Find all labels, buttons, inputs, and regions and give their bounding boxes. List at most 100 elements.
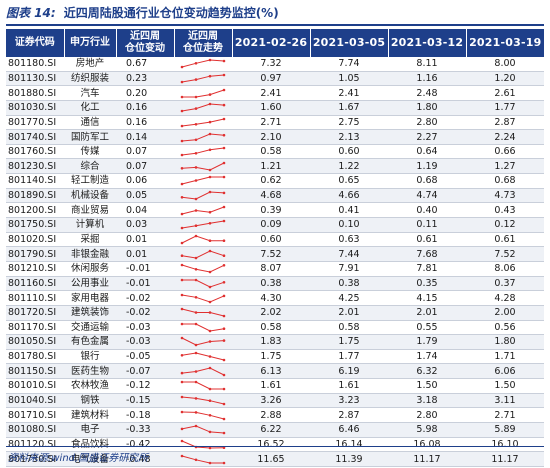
cell-trend: [174, 276, 232, 292]
cell-value-3: 2.80: [388, 407, 466, 424]
table-row: 801770.SI 通信 0.16 2.71 2.75 2.80 2.87: [6, 115, 544, 131]
cell-code: 801770.SI: [6, 115, 64, 131]
cell-value-1: 2.10: [232, 129, 310, 145]
cell-change: 0.16: [116, 115, 174, 131]
cell-value-2: 11.39: [310, 451, 388, 467]
sparkline-point: [180, 454, 184, 457]
cell-value-4: 2.61: [466, 85, 544, 101]
sparkline-point: [180, 241, 184, 245]
cell-value-3: 2.01: [388, 305, 466, 321]
sparkline-path: [181, 264, 225, 273]
cell-trend: [174, 71, 232, 87]
figure-title-text: 近四周陆股通行业仓位变动趋势监控(%): [63, 6, 279, 20]
cell-code: 801210.SI: [6, 261, 64, 277]
sparkline-path: [181, 118, 225, 127]
cell-code: 801010.SI: [6, 378, 64, 394]
sparkline-point: [208, 413, 212, 417]
sparkline-point: [208, 148, 212, 152]
cell-trend: [174, 451, 232, 467]
cell-value-1: 1.61: [232, 378, 310, 394]
sparkline-point: [222, 73, 226, 77]
cell-change: -0.02: [116, 290, 174, 306]
cell-code: 801170.SI: [6, 320, 64, 336]
sparkline-point: [194, 397, 198, 400]
cell-value-1: 8.07: [232, 261, 310, 277]
cell-value-3: 0.61: [388, 232, 466, 248]
sparkline-point: [180, 395, 184, 399]
trend-sparkline: [180, 366, 226, 377]
cell-value-3: 1.16: [388, 71, 466, 87]
sparkline-point: [180, 66, 184, 69]
sparkline-path: [182, 89, 225, 98]
table-row: 801760.SI 传媒 0.07 0.58 0.60 0.64 0.66: [6, 144, 544, 160]
sparkline-point: [180, 371, 184, 375]
cell-value-4: 0.66: [466, 144, 544, 160]
cell-value-2: 2.41: [310, 85, 388, 101]
cell-code: 801160.SI: [6, 276, 64, 292]
sparkline-point: [194, 295, 198, 299]
cell-value-1: 7.32: [232, 57, 310, 72]
header-code: 证券代码: [6, 29, 65, 57]
cell-trend: [174, 144, 232, 160]
cell-code: 801890.SI: [6, 188, 64, 204]
cell-trend: [174, 57, 232, 72]
cell-industry: 钢铁: [64, 393, 116, 409]
sparkline-path: [181, 308, 225, 317]
cell-value-3: 5.98: [388, 422, 466, 438]
sparkline-point: [194, 62, 198, 65]
table-row: 801180.SI 房地产 0.67 7.32 7.74 8.11 8.00: [6, 57, 544, 72]
cell-value-1: 0.39: [232, 202, 310, 219]
cell-industry: 纺织服装: [64, 71, 116, 87]
sparkline-point: [208, 399, 212, 403]
sparkline-point: [222, 446, 226, 449]
sparkline-point: [208, 461, 212, 464]
cell-industry: 化工: [64, 100, 116, 116]
trend-sparkline: [180, 337, 226, 347]
sparkline-point: [180, 410, 184, 413]
cell-code: 801110.SI: [6, 290, 64, 306]
cell-value-4: 2.24: [466, 129, 544, 145]
sparkline-point: [194, 152, 198, 155]
cell-change: 0.01: [116, 232, 174, 248]
cell-trend: [174, 115, 232, 131]
sparkline-point: [208, 120, 212, 124]
cell-value-1: 0.60: [232, 232, 310, 248]
sparkline-point: [194, 165, 198, 169]
sparkline-point: [194, 322, 198, 326]
sparkline-path: [181, 191, 225, 200]
sparkline-path: [181, 250, 225, 259]
sparkline-path: [181, 59, 225, 68]
sparkline-point: [208, 59, 212, 62]
trend-sparkline: [180, 293, 226, 303]
trend-sparkline: [180, 190, 226, 201]
sparkline-path: [181, 294, 225, 303]
cell-code: 801140.SI: [6, 173, 64, 189]
sparkline-path: [181, 162, 225, 171]
sparkline-point: [222, 314, 226, 318]
cell-industry: 建筑材料: [64, 407, 116, 424]
trend-sparkline: [180, 205, 226, 216]
cell-value-4: 0.61: [466, 232, 544, 248]
sparkline-point: [180, 212, 184, 216]
cell-change: -0.01: [116, 276, 174, 292]
sparkline-path: [181, 396, 225, 405]
cell-trend: [174, 349, 232, 365]
cell-value-2: 1.67: [310, 100, 388, 116]
cell-industry: 电气设备: [64, 451, 116, 467]
cell-value-3: 0.68: [388, 173, 466, 189]
cell-value-1: 11.65: [232, 451, 310, 467]
cell-trend: [174, 422, 232, 438]
cell-code: 801040.SI: [6, 393, 64, 409]
header-change: 近四周 仓位变动: [116, 29, 175, 57]
sparkline-point: [208, 168, 212, 172]
cell-value-3: 11.17: [388, 451, 466, 467]
cell-value-4: 5.89: [466, 422, 544, 438]
cell-industry: 采掘: [64, 232, 116, 248]
cell-value-4: 2.71: [466, 407, 544, 424]
sparkline-point: [208, 355, 212, 358]
holdings-table: 证券代码 申万行业 近四周 仓位变动 近四周 仓位走势 2021-02-26 202…: [6, 29, 544, 467]
cell-change: 0.07: [116, 158, 174, 175]
cell-trend: [174, 202, 232, 219]
sparkline-point: [194, 458, 198, 461]
sparkline-point: [222, 176, 226, 179]
